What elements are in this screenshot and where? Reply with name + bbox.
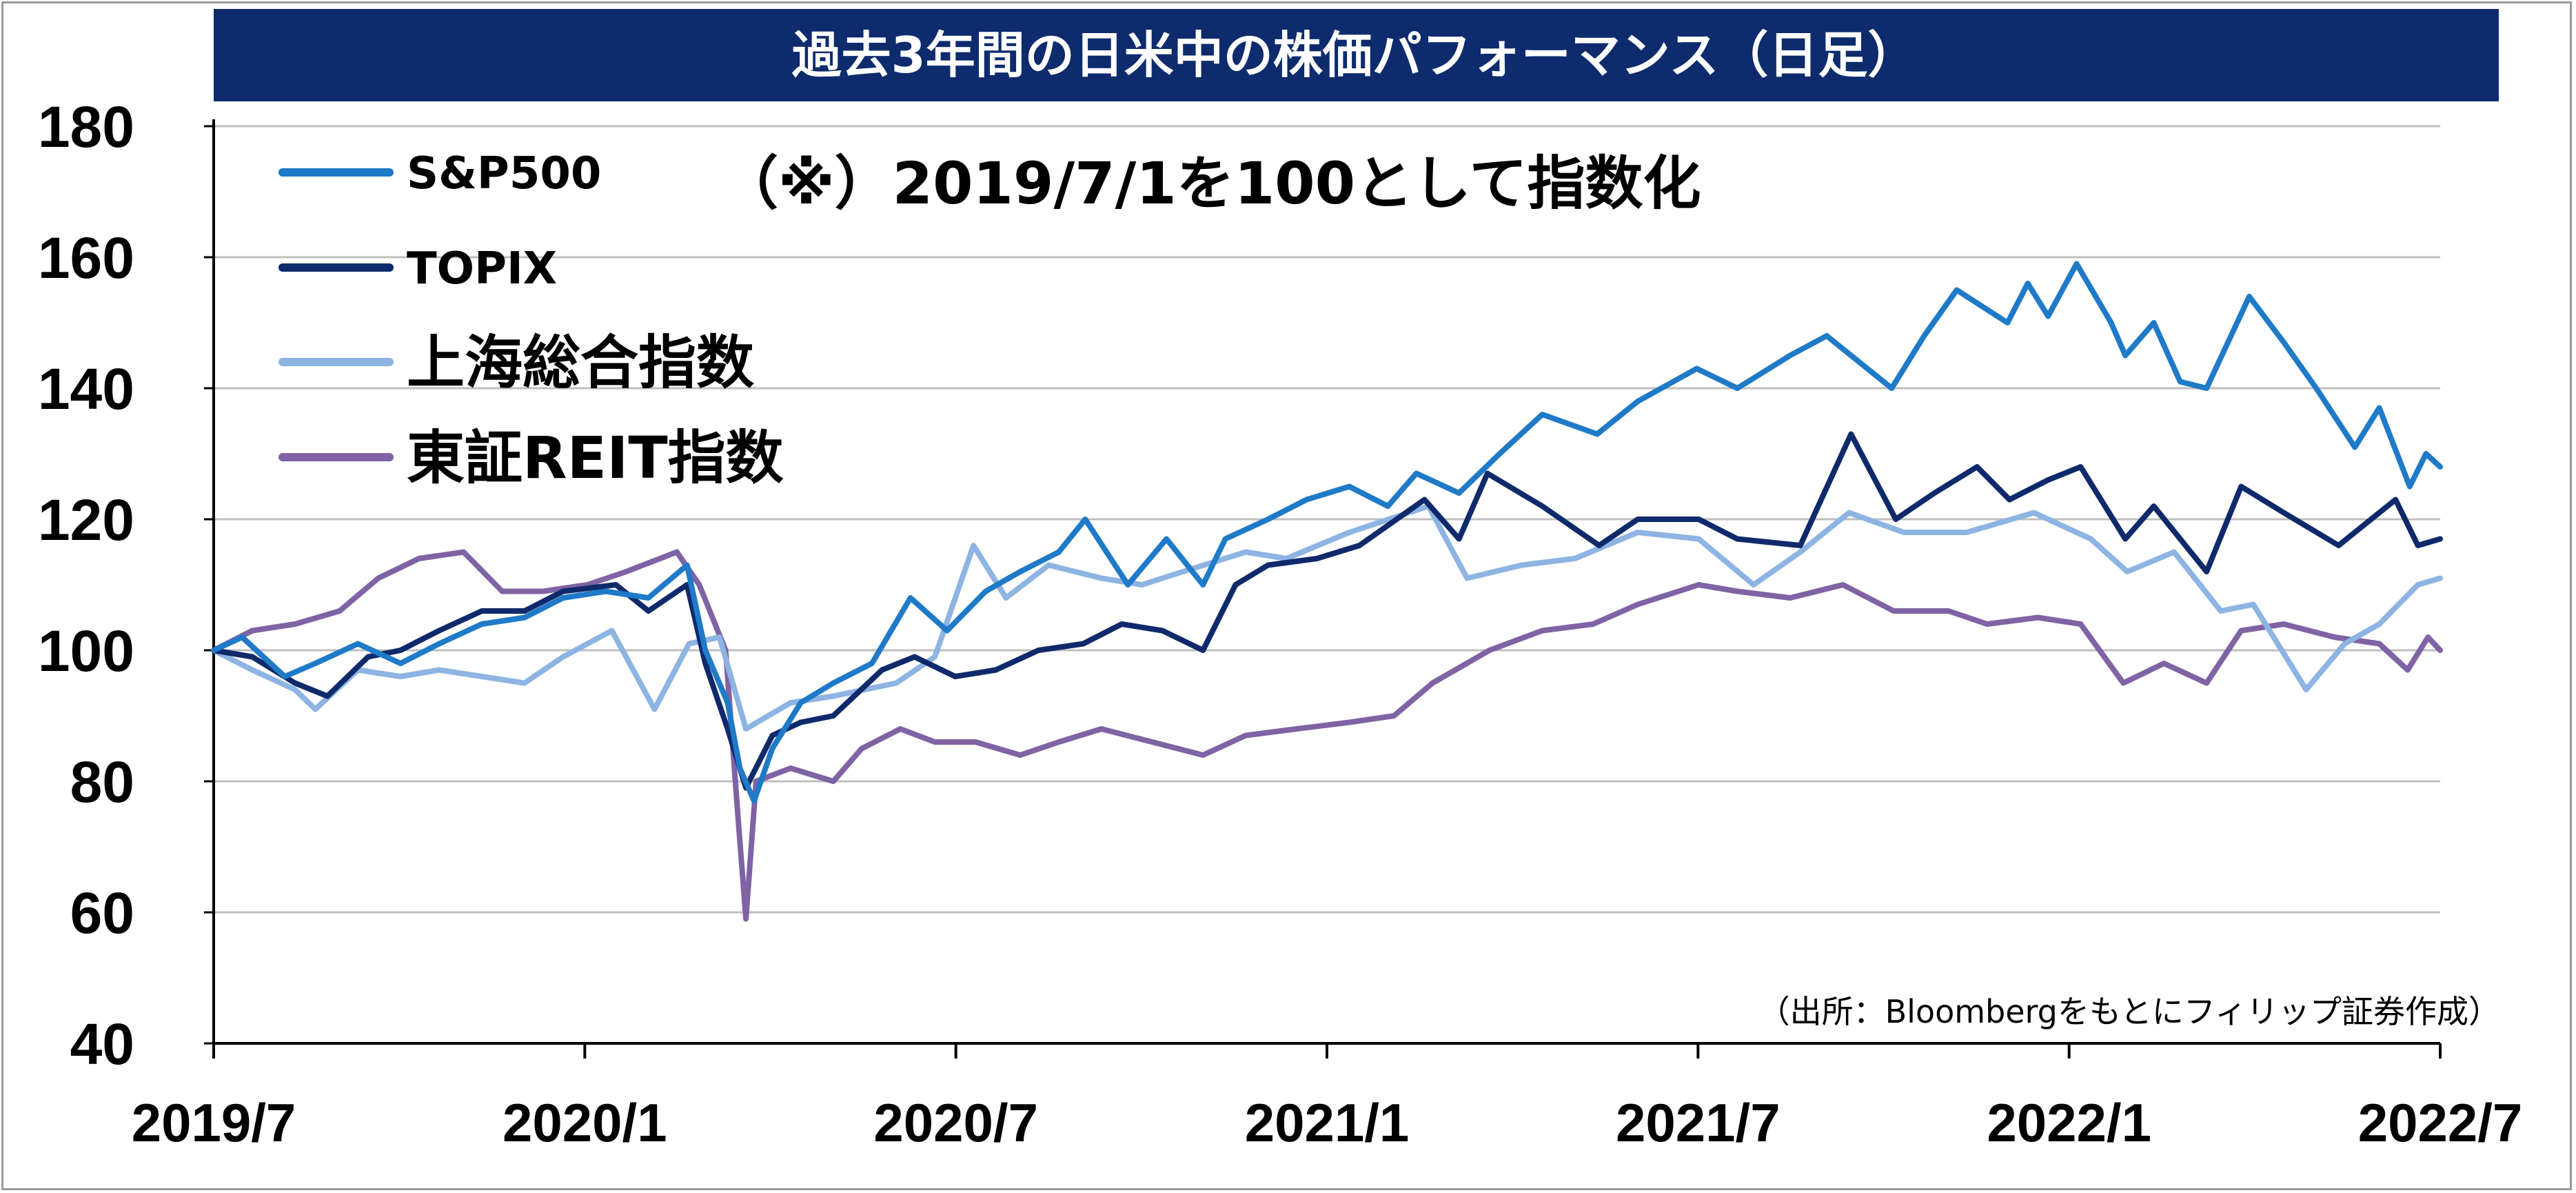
- series-lines: [211, 261, 2443, 922]
- x-tick-labels: 2019/7 2020/1 2020/7 2021/1 2021/7 2022/1 2022…: [132, 1092, 2523, 1153]
- y-tick-label: 100: [38, 619, 134, 683]
- chart-title: 過去3年間の日米中の株価パフォーマンス（日足）: [792, 26, 1918, 84]
- legend-label-1: TOPIX: [407, 243, 557, 294]
- y-tick-label: 60: [70, 881, 134, 945]
- series-line-1: [211, 431, 2443, 791]
- gridlines: [214, 125, 2440, 914]
- y-tick-label: 120: [38, 488, 134, 552]
- source-note: （出所：Bloombergをもとにフィリップ証券作成）: [1758, 993, 2500, 1030]
- x-tick-label: 2022/1: [1987, 1092, 2151, 1153]
- index-note: （※）2019/7/1を100として指数化: [720, 150, 1701, 217]
- x-tick-label: 2021/7: [1616, 1092, 1781, 1153]
- x-tick-label: 2019/7: [132, 1092, 296, 1153]
- y-tick-label: 160: [38, 225, 134, 290]
- title-banner: [214, 9, 2499, 101]
- axes: [204, 119, 2442, 1059]
- y-tick-label: 140: [38, 357, 134, 421]
- legend-label-2: 上海総合指数: [407, 329, 754, 397]
- y-tick-label: 40: [70, 1012, 134, 1076]
- series-line-0: [211, 261, 2443, 804]
- x-tick-label: 2022/7: [2358, 1092, 2523, 1153]
- legend-label-0: S&P500: [407, 148, 601, 199]
- y-tick-label: 180: [38, 94, 134, 159]
- x-tick-label: 2021/1: [1245, 1092, 1410, 1153]
- series-line-2: [211, 503, 2443, 732]
- x-tick-label: 2020/7: [873, 1092, 1038, 1153]
- legend-label-3: 東証REIT指数: [407, 424, 784, 492]
- series-line-3: [211, 549, 2443, 922]
- x-tick-label: 2020/1: [503, 1092, 667, 1153]
- y-tick-labels: 40 60 80 100 120 140 160 180: [38, 94, 134, 1076]
- line-chart: 過去3年間の日米中の株価パフォーマンス（日足） 40 60 80 100 120 140 1…: [38, 9, 2523, 1153]
- y-tick-label: 80: [70, 750, 134, 814]
